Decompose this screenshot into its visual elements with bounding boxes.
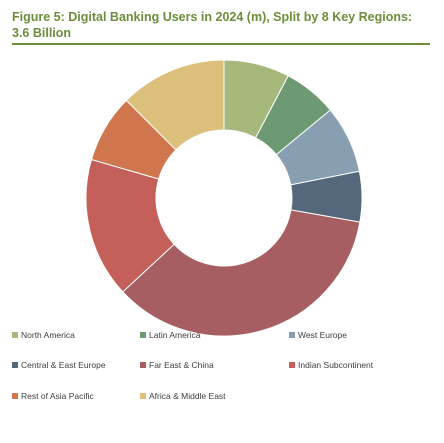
legend-swatch	[289, 332, 295, 338]
legend-label: Rest of Asia Pacific	[21, 391, 94, 401]
legend-swatch	[140, 332, 146, 338]
legend-swatch	[12, 393, 18, 399]
legend-item: Indian Subcontinent	[289, 360, 373, 370]
chart-title: Figure 5: Digital Banking Users in 2024 …	[12, 10, 413, 40]
chart-legend: North America Latin America West Europe Cen…	[12, 330, 432, 440]
legend-label: North America	[21, 330, 75, 340]
legend-item: Central & East Europe	[12, 360, 106, 370]
legend-swatch	[12, 332, 18, 338]
legend-item: Africa & Middle East	[140, 391, 226, 401]
legend-label: Far East & China	[149, 360, 214, 370]
legend-label: Indian Subcontinent	[298, 360, 374, 370]
legend-item: Latin America	[140, 330, 201, 340]
legend-item: West Europe	[289, 330, 347, 340]
legend-swatch	[140, 362, 146, 368]
legend-label: Central & East Europe	[21, 360, 106, 370]
title-divider	[12, 43, 430, 45]
legend-label: Latin America	[149, 330, 201, 340]
legend-label: Africa & Middle East	[149, 391, 226, 401]
legend-swatch	[140, 393, 146, 399]
donut-slice-far-east-china	[122, 209, 361, 337]
legend-item: North America	[12, 330, 75, 340]
legend-label: West Europe	[298, 330, 347, 340]
legend-item: Rest of Asia Pacific	[12, 391, 94, 401]
legend-swatch	[289, 362, 295, 368]
legend-item: Far East & China	[140, 360, 214, 370]
legend-swatch	[12, 362, 18, 368]
donut-slice-africa-middle-east	[125, 59, 225, 151]
